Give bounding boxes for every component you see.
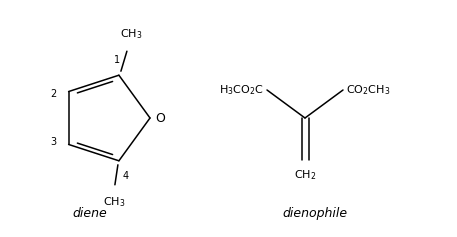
Text: CH$_3$: CH$_3$ <box>120 27 142 41</box>
Text: CH$_3$: CH$_3$ <box>103 195 125 209</box>
Text: 4: 4 <box>123 171 129 181</box>
Text: O: O <box>155 111 165 124</box>
Text: 3: 3 <box>50 137 57 147</box>
Text: diene: diene <box>73 207 107 220</box>
Text: CO$_2$CH$_3$: CO$_2$CH$_3$ <box>346 83 390 97</box>
Text: 1: 1 <box>114 55 120 65</box>
Text: 2: 2 <box>50 89 57 99</box>
Text: H$_3$CO$_2$C: H$_3$CO$_2$C <box>219 83 264 97</box>
Text: dienophile: dienophile <box>282 207 348 220</box>
Text: CH$_2$: CH$_2$ <box>294 168 316 182</box>
